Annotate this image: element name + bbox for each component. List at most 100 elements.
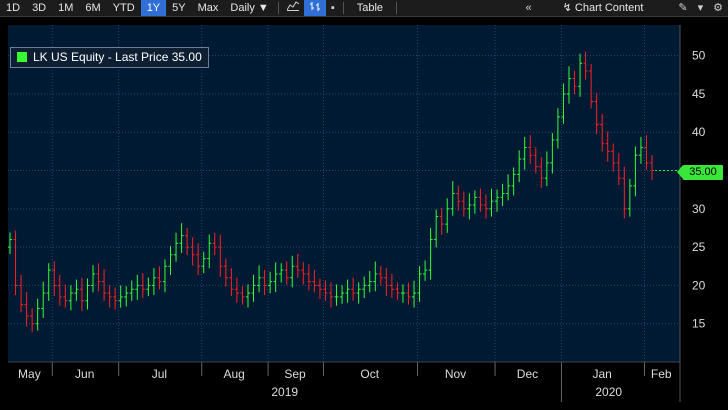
- ohlc-bar: [185, 227, 190, 255]
- line-chart-icon[interactable]: [282, 0, 304, 16]
- ohlc-bar: [528, 135, 533, 164]
- ohlc-bar: [91, 265, 96, 293]
- ohlc-bar: [627, 178, 632, 217]
- ohlc-bar: [362, 276, 367, 298]
- chart-legend[interactable]: LK US Equity - Last Price 35.00: [10, 47, 209, 68]
- y-tick-label: 30: [692, 202, 706, 216]
- toolbar-divider: [342, 2, 344, 14]
- period-ytd-button[interactable]: YTD: [112, 2, 135, 14]
- ohlc-bar: [19, 274, 24, 313]
- frequency-label: Daily: [230, 2, 255, 14]
- x-month-label: Jul: [152, 367, 167, 381]
- period-1y-button[interactable]: 1Y: [140, 0, 167, 16]
- ohlc-bar: [616, 153, 621, 186]
- ohlc-bar: [472, 190, 477, 214]
- ohlc-bar: [478, 188, 483, 212]
- bar-chart-icon[interactable]: [303, 0, 326, 16]
- ohlc-bar: [207, 234, 212, 269]
- ohlc-bar: [146, 277, 151, 297]
- ohlc-bar: [434, 209, 439, 248]
- ohlc-bar: [124, 286, 129, 307]
- x-month-label: Aug: [223, 367, 244, 381]
- ohlc-bar: [279, 263, 284, 283]
- expand-icon[interactable]: ▾: [697, 2, 704, 14]
- period-3d-button[interactable]: 3D: [32, 2, 47, 14]
- ohlc-bar: [400, 284, 405, 303]
- legend-label: LK US Equity - Last Price 35.00: [33, 50, 202, 64]
- ohlc-bar: [428, 227, 433, 280]
- ohlc-bar: [35, 298, 40, 331]
- ohlc-bar: [600, 113, 605, 152]
- ohlc-bar: [317, 278, 322, 299]
- y-tick-label: 45: [692, 87, 706, 101]
- ohlc-bar: [113, 287, 118, 310]
- ohlc-bar: [52, 261, 57, 296]
- ohlc-bar: [102, 269, 107, 301]
- ohlc-bar: [384, 268, 389, 296]
- period-1m-button[interactable]: 1M: [58, 2, 74, 14]
- ohlc-bar: [135, 274, 140, 300]
- table-button[interactable]: Table: [356, 2, 384, 14]
- ohlc-bar: [245, 284, 250, 308]
- ohlc-bar: [229, 268, 234, 297]
- ohlc-bar: [533, 147, 538, 174]
- ohlc-bar: [539, 157, 544, 188]
- ohlc-bar: [257, 265, 262, 293]
- ohlc-bar: [290, 255, 295, 288]
- gear-icon[interactable]: ⚙: [713, 2, 723, 14]
- ohlc-bar: [41, 281, 46, 319]
- y-tick-label: 20: [692, 278, 706, 292]
- chart-content-label: Chart Content: [574, 2, 644, 14]
- period-1d-button[interactable]: 1D: [6, 2, 21, 14]
- ohlc-bar: [367, 271, 372, 293]
- ohlc-bar: [323, 280, 328, 301]
- x-month-label: Oct: [360, 367, 379, 381]
- ohlc-bar: [511, 167, 516, 196]
- ohlc-bar: [107, 285, 112, 308]
- ohlc-bar: [506, 174, 511, 201]
- period-6m-button[interactable]: 6M: [85, 2, 101, 14]
- ohlc-bar: [345, 279, 350, 303]
- dot-menu-icon[interactable]: ▪: [330, 2, 335, 14]
- ohlc-bar: [500, 183, 505, 207]
- ohlc-bar: [8, 232, 12, 255]
- ohlc-bar: [395, 282, 400, 300]
- ohlc-bar: [550, 132, 555, 174]
- period-max-button[interactable]: Max: [197, 2, 219, 14]
- ohlc-bar: [378, 266, 383, 286]
- ohlc-bar: [622, 166, 627, 219]
- ohlc-bar: [644, 135, 649, 170]
- ohlc-bar: [605, 131, 610, 162]
- ohlc-bar: [306, 264, 311, 291]
- price-chart[interactable]: 1520253035404550MayJunJulAugSepOctNovDec…: [0, 17, 728, 405]
- ohlc-bar: [555, 108, 560, 149]
- ohlc-bar: [329, 282, 333, 308]
- ohlc-bar: [240, 286, 245, 305]
- ohlc-bar: [96, 263, 101, 292]
- ohlc-bar: [201, 251, 206, 274]
- ohlc-bar: [633, 146, 638, 197]
- ohlc-bar: [517, 150, 522, 183]
- toolbar-divider: [277, 2, 279, 14]
- ohlc-bar: [190, 237, 195, 266]
- ohlc-bar: [63, 284, 68, 308]
- ohlc-bar: [174, 232, 179, 262]
- ohlc-bar: [251, 274, 256, 302]
- plot-area: [8, 25, 680, 362]
- ohlc-bar: [423, 260, 428, 281]
- y-tick-label: 40: [692, 125, 706, 139]
- frequency-dropdown[interactable]: Daily ▼: [224, 0, 274, 16]
- ohlc-bar: [583, 51, 588, 80]
- ohlc-bar: [340, 285, 345, 304]
- ohlc-bar: [450, 181, 455, 216]
- ohlc-bar: [196, 243, 201, 275]
- edit-icon[interactable]: ✎: [678, 2, 688, 14]
- period-5y-button[interactable]: 5Y: [172, 2, 186, 14]
- ohlc-bar: [13, 230, 18, 296]
- ohlc-bar: [74, 279, 79, 301]
- ohlc-bar: [312, 270, 317, 293]
- ohlc-bar: [356, 282, 361, 304]
- chart-content-button[interactable]: ↯ Chart Content: [557, 0, 650, 16]
- double-chevron-left-icon[interactable]: «: [525, 2, 532, 14]
- ohlc-bar: [445, 198, 450, 233]
